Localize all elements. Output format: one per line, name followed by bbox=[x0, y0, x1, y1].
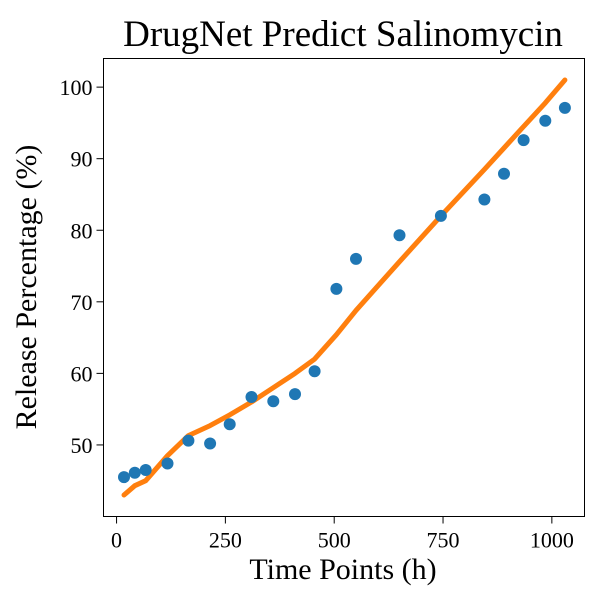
data-point bbox=[118, 471, 130, 484]
chart-title: DrugNet Predict Salinomycin bbox=[123, 14, 563, 55]
data-point bbox=[330, 282, 343, 295]
plot-area bbox=[118, 77, 571, 498]
data-point bbox=[517, 134, 530, 147]
x-tick-label: 1000 bbox=[530, 528, 574, 553]
y-axis-label: Release Percentage (%) bbox=[10, 145, 43, 430]
x-tick-label: 750 bbox=[427, 528, 460, 553]
data-point bbox=[350, 252, 362, 265]
x-tick-label: 500 bbox=[318, 528, 351, 553]
y-tick-label: 50 bbox=[71, 433, 93, 458]
data-point bbox=[434, 209, 447, 222]
data-point bbox=[245, 391, 258, 403]
data-point bbox=[139, 464, 152, 476]
plot-frame bbox=[103, 58, 585, 517]
data-point bbox=[267, 395, 280, 408]
y-tick-label: 80 bbox=[71, 218, 93, 243]
data-point bbox=[558, 101, 571, 114]
data-point bbox=[289, 388, 301, 401]
data-point bbox=[539, 114, 552, 127]
x-tick-label: 0 bbox=[111, 528, 122, 553]
y-tick-label: 90 bbox=[71, 147, 93, 172]
axis-ticks: 0 250 500 750 1000 50 60 70 80 90 100 bbox=[60, 75, 574, 552]
data-point bbox=[223, 418, 236, 431]
y-tick-label: 70 bbox=[71, 290, 93, 315]
data-point bbox=[393, 229, 406, 242]
y-tick-label: 100 bbox=[60, 75, 93, 100]
data-point bbox=[161, 457, 174, 470]
data-point bbox=[204, 437, 217, 450]
data-point bbox=[498, 167, 510, 180]
y-tick-label: 60 bbox=[71, 361, 93, 386]
data-point bbox=[308, 365, 321, 378]
data-point bbox=[182, 434, 195, 447]
x-tick-label: 250 bbox=[209, 528, 242, 553]
data-point bbox=[128, 466, 141, 479]
data-point bbox=[478, 193, 491, 206]
x-axis-label: Time Points (h) bbox=[249, 553, 436, 586]
series-line bbox=[121, 77, 568, 498]
